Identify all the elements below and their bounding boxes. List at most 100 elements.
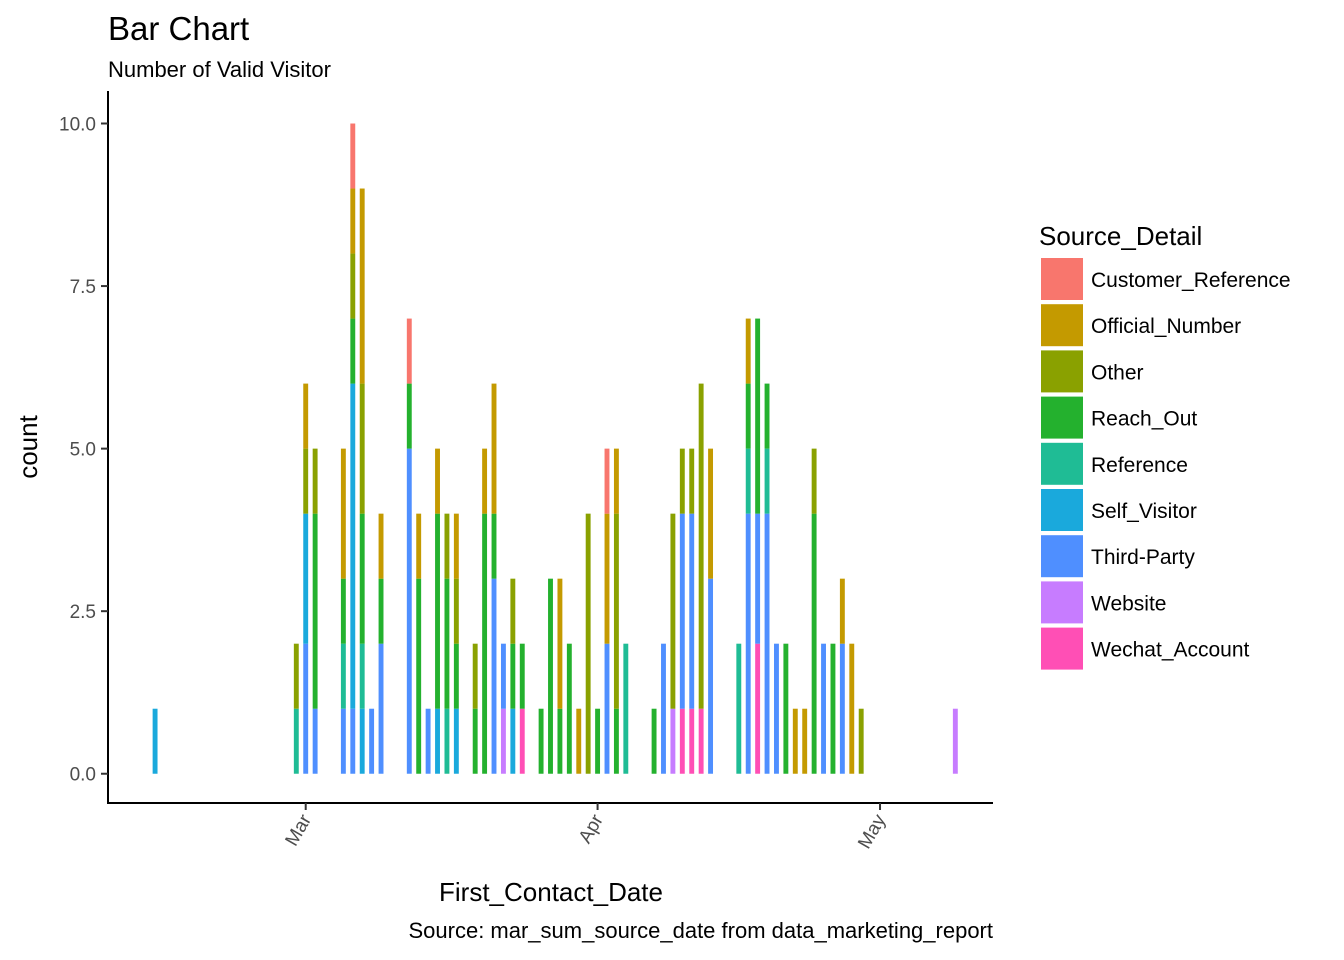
y-tick-label: 5.0: [70, 440, 96, 461]
bar-segment: [453, 708, 459, 774]
y-tick-label: 0.0: [70, 765, 96, 786]
bar-segment: [519, 643, 525, 709]
bar-segment: [952, 708, 958, 774]
bar-segment: [519, 708, 525, 774]
bar-segment: [378, 578, 384, 644]
bar-segment: [369, 708, 375, 774]
legend-label: Customer_Reference: [1091, 269, 1291, 292]
bar-segment: [406, 448, 412, 774]
y-tick-label: 7.5: [70, 277, 96, 298]
legend-swatch: [1041, 581, 1083, 624]
bar-segment: [839, 643, 845, 774]
bar-segment: [679, 448, 685, 514]
bar-segment: [350, 188, 356, 254]
bar-segment: [764, 513, 770, 774]
bar-segment: [303, 513, 309, 644]
bar-segment: [359, 383, 365, 514]
bar-segment: [698, 383, 704, 709]
bar-segment: [745, 318, 751, 384]
bar-segment: [453, 513, 459, 579]
bar-segment: [802, 708, 808, 774]
bar-segment: [491, 578, 497, 774]
bar-segment: [340, 448, 346, 579]
bar-segment: [755, 513, 761, 644]
y-ticks: 0.0 2.5 5.0 7.5 10.0: [59, 115, 108, 786]
bar-segment: [340, 643, 346, 709]
bar-segment: [698, 708, 704, 774]
chart-caption: Source: mar_sum_source_date from data_ma…: [408, 918, 993, 943]
bar-segment: [350, 123, 356, 189]
bar-segment: [359, 513, 365, 644]
bar-segment: [576, 708, 582, 774]
bar-segment: [312, 448, 318, 514]
x-tick-label: Apr: [575, 810, 608, 847]
legend-swatch: [1041, 258, 1083, 300]
bar-segment: [736, 643, 742, 774]
bar-segment: [604, 513, 610, 644]
legend-swatch: [1041, 489, 1083, 531]
bar-segment: [548, 578, 553, 774]
bar-segment: [595, 708, 601, 774]
legend-label: Self_Visitor: [1091, 500, 1197, 523]
legend-label: Third-Party: [1091, 546, 1195, 569]
bar-segment: [453, 643, 459, 709]
bar-segment: [435, 513, 440, 709]
bar-segment: [350, 318, 356, 384]
bar-segment: [340, 578, 346, 644]
legend-swatch: [1041, 350, 1083, 393]
bar-segment: [416, 578, 422, 774]
bar-segment: [350, 383, 356, 709]
x-ticks: Mar Apr May: [281, 803, 891, 853]
bar-segment: [670, 513, 676, 709]
bar-segment: [849, 643, 855, 774]
y-axis-label: count: [13, 414, 43, 478]
bar-segment: [755, 318, 761, 514]
bar-segment: [491, 513, 497, 579]
bar-segment: [613, 448, 619, 514]
bar-segment: [378, 643, 384, 774]
bar-segment: [435, 708, 440, 774]
bar-segment: [689, 708, 695, 774]
bar-segment: [764, 383, 770, 449]
chart-title: Bar Chart: [108, 10, 249, 47]
legend-label: Website: [1091, 592, 1166, 615]
legend-label: Reach_Out: [1091, 408, 1197, 431]
bar-segment: [350, 708, 356, 774]
legend-items: Customer_Reference Official_Number Other Re…: [1041, 258, 1291, 670]
bar-segment: [453, 578, 459, 644]
bar-segment: [510, 643, 516, 709]
bar-segment: [359, 643, 365, 709]
bar-segment: [585, 513, 591, 774]
legend-label: Reference: [1091, 454, 1188, 477]
legend-label: Other: [1091, 361, 1144, 384]
bar-segment: [830, 643, 836, 774]
bar-segment: [792, 708, 798, 774]
legend: Source_Detail Customer_Reference Official…: [1039, 221, 1291, 670]
bar-segment: [774, 643, 779, 774]
bar-segment: [764, 448, 770, 514]
x-tick-label: May: [854, 811, 890, 853]
bar-segment: [679, 513, 685, 709]
bar-segment: [444, 708, 450, 774]
bar-segment: [472, 643, 478, 709]
legend-title: Source_Detail: [1039, 221, 1202, 251]
bar-segment: [416, 513, 422, 579]
bar-segment: [303, 383, 309, 449]
bar-segment: [566, 643, 572, 774]
bar-segment: [858, 708, 864, 774]
bar-segment: [613, 513, 619, 709]
bar-segment: [359, 188, 365, 384]
bar-segment: [661, 643, 666, 774]
bar-segment: [679, 708, 685, 774]
bar-segment: [491, 383, 497, 514]
bar-segment: [821, 643, 826, 774]
legend-swatch: [1041, 535, 1083, 578]
legend-swatch: [1041, 396, 1083, 439]
bar-segment: [500, 708, 506, 774]
bar-segment: [406, 383, 412, 449]
bar-segment: [293, 708, 299, 774]
bar-segment: [755, 643, 761, 774]
bar-segment: [510, 708, 516, 774]
y-tick-label: 2.5: [70, 602, 96, 623]
legend-swatch: [1041, 304, 1083, 347]
